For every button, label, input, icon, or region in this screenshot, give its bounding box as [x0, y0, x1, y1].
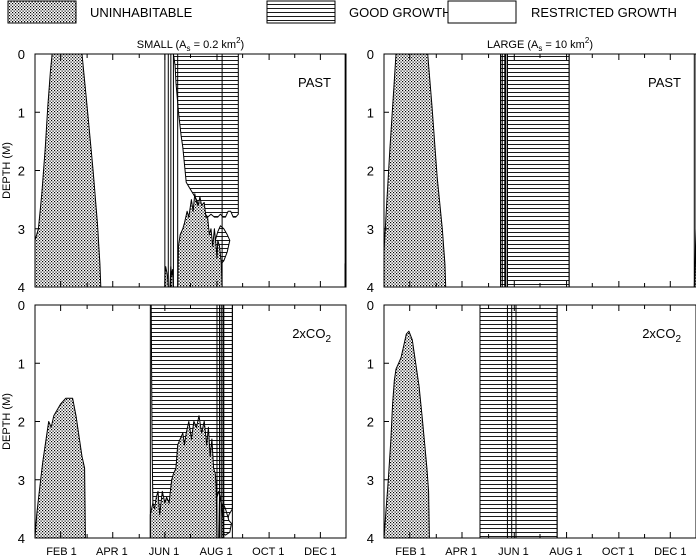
y-tick-label: 2 [367, 415, 374, 430]
legend-swatch-restricted-growth [447, 0, 517, 24]
y-tick-label: 3 [18, 222, 25, 237]
scenario-label: 2xCO2 [642, 326, 681, 345]
uninhabitable-region [177, 193, 223, 288]
legend-label-good-growth: GOOD GROWTH [349, 5, 452, 20]
panel-2: 0 1 2 3 4 LARGE (As = 10 km2) PAST [367, 36, 696, 295]
y-tick-label: 3 [367, 222, 374, 237]
x-tick-label: JUN 1 [498, 546, 529, 558]
x-tick-label: FEB 1 [395, 546, 426, 558]
good-growth-region [506, 53, 570, 288]
x-tick-label: AUG 1 [200, 546, 233, 558]
scenario-label: 2xCO2 [292, 326, 331, 345]
uninhabitable-region [149, 415, 218, 539]
y-tick-label: 4 [18, 531, 25, 546]
x-tick-label: DEC 1 [304, 546, 336, 558]
y-tick-label: 0 [18, 298, 25, 313]
x-tick-label: OCT 1 [602, 546, 634, 558]
scenario-label: PAST [648, 75, 681, 90]
x-tick-label: OCT 1 [252, 546, 284, 558]
y-tick-label: 0 [367, 298, 374, 313]
uninhabitable-region [34, 53, 102, 288]
legend-swatch-uninhabitable [7, 0, 77, 24]
y-tick-label: 4 [18, 280, 25, 295]
panel-title: SMALL (As = 0.2 km2) [137, 36, 244, 53]
legend-swatch-good-growth [266, 0, 336, 24]
uninhabitable-region [383, 330, 430, 539]
scenario-label: PAST [298, 75, 331, 90]
panel-3: 0 1 2 3 4 FEB 1 APR 1 JUN 1 AUG 1 OCT 1 DEC 1 DEPTH… [1, 298, 347, 558]
uninhabitable-region [34, 397, 86, 539]
y-tick-label: 3 [367, 473, 374, 488]
y-tick-label: 1 [18, 105, 25, 120]
legend: UNINHABITABLE GOOD GROWTH RESTRICTED GRO… [7, 0, 677, 24]
y-tick-label: 2 [18, 415, 25, 430]
good-growth-region [479, 304, 558, 539]
x-tick-label: AUG 1 [549, 546, 582, 558]
x-tick-label: APR 1 [96, 546, 128, 558]
panels: 0 1 2 3 4 DEPTH (M) SMALL (As = 0.2 km2) PAST 0 1… [1, 36, 696, 558]
y-tick-label: 1 [367, 356, 374, 371]
x-tick-label: FEB 1 [46, 546, 77, 558]
panel-4: 0 1 2 3 4 FEB 1 APR 1 JUN 1 AUG 1 OCT 1 DEC 1 2xCO2 [367, 298, 696, 558]
panel-1: 0 1 2 3 4 DEPTH (M) SMALL (As = 0.2 km2) PAST [1, 36, 347, 295]
x-tick-label: JUN 1 [149, 546, 180, 558]
x-tick-label: DEC 1 [654, 546, 686, 558]
y-tick-label: 2 [18, 164, 25, 179]
x-tick-label: APR 1 [445, 546, 477, 558]
panel-title: LARGE (As = 10 km2) [487, 36, 593, 53]
uninhabitable-region [383, 53, 447, 288]
y-tick-label: 0 [367, 47, 374, 62]
y-axis-label: DEPTH (M) [1, 142, 13, 199]
y-tick-label: 1 [367, 105, 374, 120]
y-tick-label: 4 [367, 531, 374, 546]
y-tick-label: 0 [18, 47, 25, 62]
legend-label-uninhabitable: UNINHABITABLE [90, 5, 193, 20]
y-tick-label: 4 [367, 280, 374, 295]
legend-label-restricted-growth: RESTRICTED GROWTH [531, 5, 677, 20]
y-tick-label: 2 [367, 164, 374, 179]
y-tick-label: 3 [18, 473, 25, 488]
y-tick-label: 1 [18, 356, 25, 371]
y-axis-label: DEPTH (M) [1, 393, 13, 450]
